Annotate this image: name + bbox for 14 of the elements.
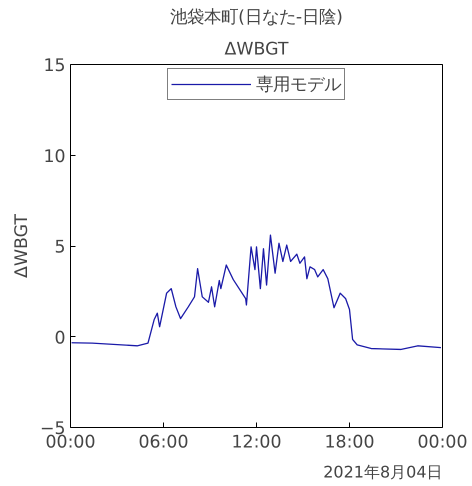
x-tick-label: 06:00 xyxy=(138,432,188,452)
chart-title: 池袋本町(日なた-日陰) xyxy=(170,8,343,28)
x-tick-label: 12:00 xyxy=(232,432,282,452)
y-tick-label: 5 xyxy=(54,238,66,258)
chart-subtitle: ΔWBGT xyxy=(224,40,289,60)
y-axis-title: ΔWBGT xyxy=(12,214,32,278)
x-tick-label: 00:00 xyxy=(418,432,468,452)
x-tick-label: 18:00 xyxy=(324,432,374,452)
y-tick-label: 10 xyxy=(43,146,66,167)
text: 2021年8月04日 xyxy=(323,462,443,482)
line-series xyxy=(70,234,442,350)
legend-label: 専用モデル xyxy=(256,74,341,96)
y-tick-label: 0 xyxy=(54,328,66,348)
y-tick-label: 15 xyxy=(43,56,66,76)
